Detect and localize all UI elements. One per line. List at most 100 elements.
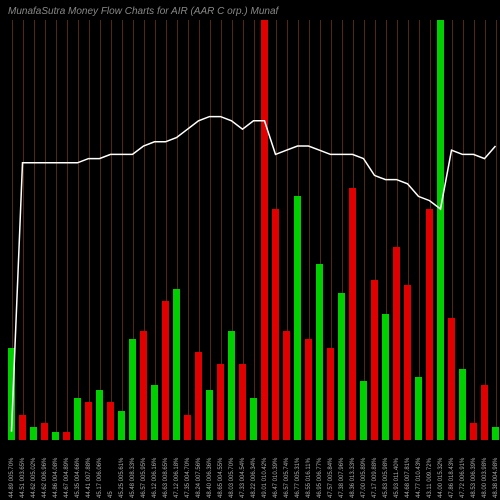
x-label: 46.63 008.65% [163, 458, 169, 498]
bar [217, 364, 224, 440]
x-label: 44.89 005.70% [9, 458, 15, 498]
grid-line [78, 20, 79, 440]
bar [404, 285, 411, 440]
bar [371, 280, 378, 440]
x-label: 48.40 006.36% [207, 458, 213, 498]
bar [74, 398, 81, 440]
x-label: 45.25 005.61% [119, 458, 125, 498]
bar [250, 398, 257, 440]
x-label: 48.53 006.39% [471, 458, 477, 498]
x-label: 44.68 007.81% [405, 458, 411, 498]
x-label: 44.62 005.02% [31, 458, 37, 498]
x-label: 48.24 007.56% [196, 458, 202, 498]
x-label: 44.77 010.43% [416, 458, 422, 498]
bar [294, 196, 301, 440]
x-label: 45.17 006.06% [97, 458, 103, 498]
grid-line [155, 20, 156, 440]
chart-area [8, 20, 500, 440]
x-label: 44.00 015.32% [438, 458, 444, 498]
grid-line [485, 20, 486, 440]
x-label: 47.86 018.43% [449, 458, 455, 498]
bar [151, 385, 158, 440]
bar [96, 390, 103, 440]
x-label: 45.93 011.40% [394, 458, 400, 498]
bar [272, 209, 279, 440]
bar [360, 381, 367, 440]
grid-line [34, 20, 35, 440]
bar [481, 385, 488, 440]
bar [316, 264, 323, 440]
grid-line [254, 20, 255, 440]
grid-line [56, 20, 57, 440]
x-label: 48.55 016.11% [306, 458, 312, 498]
bar [470, 423, 477, 440]
x-label: 47.12 006.18% [174, 458, 180, 498]
bar [283, 331, 290, 440]
x-label: 47.00 005.89% [361, 458, 367, 498]
x-label: 47.17 009.88% [372, 458, 378, 498]
x-label: 47.35 004.70% [185, 458, 191, 498]
x-label: 45 [108, 491, 114, 498]
bar [426, 209, 433, 440]
x-label: 44.51 003.65% [20, 458, 26, 498]
x-label: 47.33 004.54% [240, 458, 246, 498]
x-label: 49.01 010.42% [262, 458, 268, 498]
x-label: 44.41 007.88% [86, 458, 92, 498]
grid-line [364, 20, 365, 440]
bar [30, 427, 37, 440]
bar [162, 301, 169, 440]
bar [437, 20, 444, 440]
grid-line [67, 20, 68, 440]
bar [393, 247, 400, 440]
x-label: 48.22 006.34% [251, 458, 257, 498]
x-label: 45.83 005.98% [383, 458, 389, 498]
bar [52, 432, 59, 440]
bar [173, 289, 180, 440]
bar [85, 402, 92, 440]
bar [338, 293, 345, 440]
bar [41, 423, 48, 440]
bar [415, 377, 422, 440]
bar [140, 331, 147, 440]
x-label: 44.86 004.08% [53, 458, 59, 498]
grid-line [188, 20, 189, 440]
x-label: 45.35 004.66% [75, 458, 81, 498]
bar [63, 432, 70, 440]
x-label: 46.47 010.39% [273, 458, 279, 498]
x-label: 46.12 006.16% [152, 458, 158, 498]
x-label: 46.95 006.77% [317, 458, 323, 498]
x-label: 46.57 005.95% [141, 458, 147, 498]
x-label: 48.65 004.55% [218, 458, 224, 498]
bar [382, 314, 389, 440]
x-label: 47.38 007.96% [339, 458, 345, 498]
chart-title: MunafaSutra Money Flow Charts for AIR (A… [8, 6, 278, 17]
bar [448, 318, 455, 440]
bar [349, 188, 356, 440]
x-label: 46.57 005.74% [284, 458, 290, 498]
grid-line [210, 20, 211, 440]
grid-line [100, 20, 101, 440]
x-label: 44.67 004.89% [64, 458, 70, 498]
x-label: 48.38 004.98% [493, 458, 499, 498]
grid-line [474, 20, 475, 440]
bar [459, 369, 466, 440]
bar [492, 427, 499, 440]
x-label: 46.77 005.31% [295, 458, 301, 498]
bar [261, 20, 268, 440]
x-label: 45.48 008.33% [130, 458, 136, 498]
bar [118, 411, 125, 440]
grid-line [111, 20, 112, 440]
bar [239, 364, 246, 440]
grid-line [23, 20, 24, 440]
bar [8, 348, 15, 440]
x-label: 47.57 005.84% [328, 458, 334, 498]
bar [206, 390, 213, 440]
bar [228, 331, 235, 440]
x-axis-labels: 44.89 005.70% 44.51 003.65% 44.62 005.02% 4… [8, 440, 500, 500]
x-label: 48.36 013.33% [350, 458, 356, 498]
grid-line [45, 20, 46, 440]
bar [305, 339, 312, 440]
grid-line [496, 20, 497, 440]
bar [107, 402, 114, 440]
x-label: 48.03 005.70% [229, 458, 235, 498]
